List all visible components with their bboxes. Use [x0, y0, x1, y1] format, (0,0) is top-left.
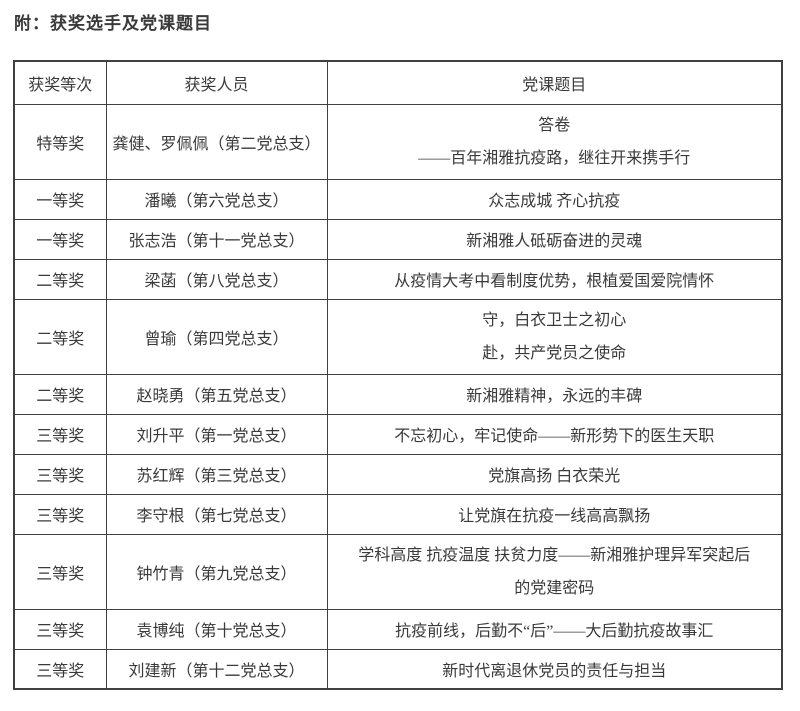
table-row: 二等奖 曾瑜（第四党总支） 守，白衣卫士之初心 赴，共产党员之使命 — [13, 298, 783, 375]
topic-cell: 新湘雅人砥砺奋进的灵魂 — [326, 218, 783, 260]
award-level-cell: 三等奖 — [13, 413, 107, 455]
topic-line: 众志成城 齐心抗疫 — [488, 193, 621, 210]
topic-cell: 抗疫前线，后勤不“后”——大后勤抗疫故事汇 — [326, 608, 783, 650]
topic-cell: 答卷 ——百年湘雅抗疫路，继往开来携手行 — [326, 103, 783, 180]
table-row: 三等奖 苏红辉（第三党总支） 党旗高扬 白衣荣光 — [13, 453, 783, 495]
table-row: 一等奖 张志浩（第十一党总支） 新湘雅人砥砺奋进的灵魂 — [13, 218, 783, 260]
topic-line: ——百年湘雅抗疫路，继往开来携手行 — [418, 149, 691, 167]
header-cell-award-level: 获奖等次 — [13, 60, 107, 105]
award-level-cell: 二等奖 — [13, 298, 107, 375]
topic-cell: 众志成城 齐心抗疫 — [326, 178, 783, 220]
table-row: 三等奖 袁博纯（第十党总支） 抗疫前线，后勤不“后”——大后勤抗疫故事汇 — [13, 608, 783, 650]
award-level-cell: 特等奖 — [13, 103, 107, 180]
award-level-cell: 三等奖 — [13, 608, 107, 650]
topic-cell: 从疫情大考中看制度优势，根植爱国爱院情怀 — [326, 258, 783, 300]
table-header-row: 获奖等次 获奖人员 党课题目 — [13, 60, 783, 105]
topic-cell: 党旗高扬 白衣荣光 — [326, 453, 783, 495]
table-row: 一等奖 潘曦（第六党总支） 众志成城 齐心抗疫 — [13, 178, 783, 220]
topic-cell: 守，白衣卫士之初心 赴，共产党员之使命 — [326, 298, 783, 375]
table-row: 特等奖 龚健、罗佩佩（第二党总支） 答卷 ——百年湘雅抗疫路，继往开来携手行 — [13, 103, 783, 180]
awardee-cell: 赵晓勇（第五党总支） — [105, 373, 328, 415]
topic-line: 让党旗在抗疫一线高高飘扬 — [458, 508, 651, 525]
awardee-cell: 曾瑜（第四党总支） — [105, 298, 328, 375]
awardee-cell: 潘曦（第六党总支） — [105, 178, 328, 220]
award-level-cell: 三等奖 — [13, 648, 107, 690]
topic-line: 赴，共产党员之使命 — [482, 344, 627, 362]
header-cell-lecture-topic: 党课题目 — [326, 60, 783, 105]
table-row: 三等奖 李守根（第七党总支） 让党旗在抗疫一线高高飘扬 — [13, 493, 783, 535]
award-level-cell: 二等奖 — [13, 258, 107, 300]
topic-line: 党旗高扬 白衣荣光 — [488, 468, 621, 485]
topic-cell: 新时代离退休党员的责任与担当 — [326, 648, 783, 690]
topic-cell: 让党旗在抗疫一线高高飘扬 — [326, 493, 783, 535]
awardee-cell: 梁菡（第八党总支） — [105, 258, 328, 300]
awardee-cell: 李守根（第七党总支） — [105, 493, 328, 535]
awardee-cell: 苏红辉（第三党总支） — [105, 453, 328, 495]
awardee-cell: 张志浩（第十一党总支） — [105, 218, 328, 260]
award-level-cell: 二等奖 — [13, 373, 107, 415]
topic-line: 答卷 — [538, 116, 571, 134]
topic-line: 抗疫前线，后勤不“后”——大后勤抗疫故事汇 — [395, 623, 714, 640]
table-row: 二等奖 赵晓勇（第五党总支） 新湘雅精神，永远的丰碑 — [13, 373, 783, 415]
table-row: 三等奖 钟竹青（第九党总支） 学科高度 抗疫温度 扶贫力度——新湘雅护理异军突起… — [13, 533, 783, 610]
awardee-cell: 刘建新（第十二党总支） — [105, 648, 328, 690]
award-level-cell: 一等奖 — [13, 178, 107, 220]
award-level-cell: 三等奖 — [13, 493, 107, 535]
header-cell-awardees: 获奖人员 — [105, 60, 328, 105]
topic-line: 的党建密码 — [514, 579, 595, 597]
topic-cell: 新湘雅精神，永远的丰碑 — [326, 373, 783, 415]
topic-line: 从疫情大考中看制度优势，根植爱国爱院情怀 — [394, 273, 715, 290]
award-level-cell: 三等奖 — [13, 533, 107, 610]
topic-cell: 不忘初心，牢记使命——新形势下的医生天职 — [326, 413, 783, 455]
topic-line: 守，白衣卫士之初心 — [482, 311, 627, 329]
award-level-cell: 一等奖 — [13, 218, 107, 260]
topic-line: 新湘雅精神，永远的丰碑 — [466, 388, 643, 405]
table-row: 二等奖 梁菡（第八党总支） 从疫情大考中看制度优势，根植爱国爱院情怀 — [13, 258, 783, 300]
awardee-cell: 龚健、罗佩佩（第二党总支） — [105, 103, 328, 180]
awardee-cell: 钟竹青（第九党总支） — [105, 533, 328, 610]
topic-line: 新时代离退休党员的责任与担当 — [442, 662, 667, 680]
awards-table: 获奖等次 获奖人员 党课题目 特等奖 龚健、罗佩佩（第二党总支） 答卷 ——百年… — [13, 60, 783, 690]
topic-line: 新湘雅人砥砺奋进的灵魂 — [466, 233, 643, 250]
topic-line: 不忘初心，牢记使命——新形势下的医生天职 — [394, 428, 715, 445]
page-title: 附：获奖选手及党课题目 — [14, 14, 212, 33]
table-row: 三等奖 刘建新（第十二党总支） 新时代离退休党员的责任与担当 — [13, 648, 783, 690]
topic-line: 学科高度 抗疫温度 扶贫力度——新湘雅护理异军突起后 — [358, 546, 751, 564]
awardee-cell: 袁博纯（第十党总支） — [105, 608, 328, 650]
award-level-cell: 三等奖 — [13, 453, 107, 495]
topic-cell: 学科高度 抗疫温度 扶贫力度——新湘雅护理异军突起后 的党建密码 — [326, 533, 783, 610]
table-row: 三等奖 刘升平（第一党总支） 不忘初心，牢记使命——新形势下的医生天职 — [13, 413, 783, 455]
awardee-cell: 刘升平（第一党总支） — [105, 413, 328, 455]
